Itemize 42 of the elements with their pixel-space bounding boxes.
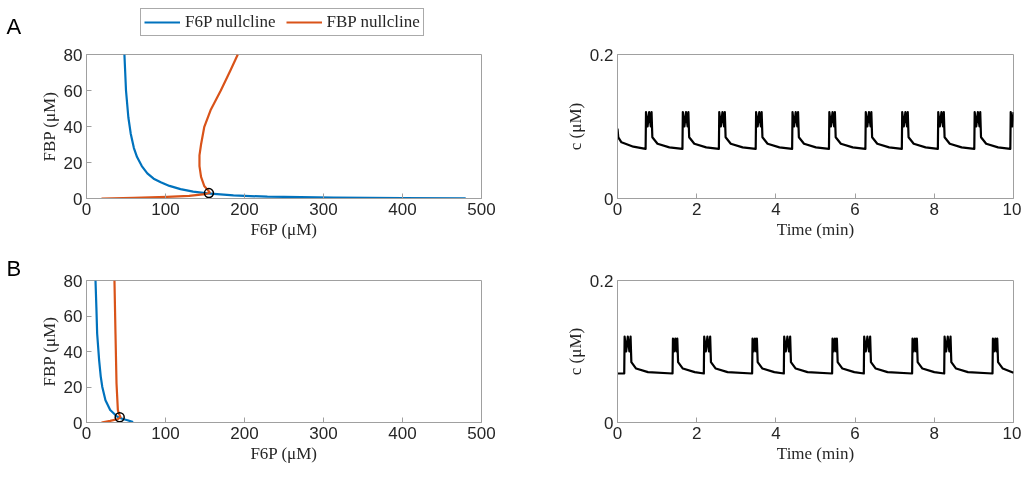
y-tick-label: 80 [63, 271, 83, 291]
x-tick-label: 4 [771, 199, 781, 219]
x-tick-label: 10 [1002, 423, 1021, 443]
y-tick-label: 0.2 [589, 45, 614, 65]
x-tick-label: 6 [850, 199, 860, 219]
x-tick-label: 8 [929, 423, 940, 443]
y-axis-title: c (μM) [565, 102, 585, 151]
x-tick-label: 400 [388, 423, 417, 443]
y-tick-label: 60 [63, 81, 83, 101]
y-tick-label: 0.2 [589, 271, 614, 291]
x-axis-title: F6P (μM) [250, 443, 317, 463]
y-tick-label: 60 [63, 307, 83, 326]
y-tick-label: 20 [63, 153, 83, 173]
x-tick-label: 300 [309, 423, 338, 443]
x-tick-label: 2 [691, 423, 702, 443]
y-tick-label: 40 [63, 117, 83, 137]
y-tick-label: 40 [63, 342, 83, 362]
x-tick-label: 4 [771, 423, 781, 443]
x-tick-label: 200 [230, 199, 259, 219]
legend-label: F6P nullcline [185, 12, 276, 32]
x-tick-label: 8 [929, 199, 940, 219]
x-tick-label: 10 [1002, 199, 1021, 219]
x-axis-title: Time (min) [776, 219, 855, 239]
x-axis-title: F6P (μM) [250, 219, 317, 239]
text: A [6, 13, 22, 39]
x-tick-label: 300 [309, 199, 338, 219]
x-tick-label: 6 [850, 423, 860, 443]
y-tick-label: 80 [63, 45, 83, 65]
y-axis-title: c (μM) [565, 327, 585, 376]
x-tick-label: 400 [388, 199, 417, 219]
x-axis-title: Time (min) [776, 443, 855, 463]
x-tick-label: 100 [151, 423, 180, 443]
y-axis-title: FBP (μM) [39, 317, 59, 387]
x-tick-label: 500 [467, 423, 496, 443]
y-tick-label: 20 [63, 378, 83, 397]
x-tick-label: 200 [230, 423, 259, 443]
x-tick-label: 100 [151, 199, 180, 219]
x-tick-label: 2 [691, 199, 702, 219]
y-axis-title: FBP (μM) [39, 92, 59, 162]
text: B [6, 255, 22, 281]
legend-label: FBP nullcline [326, 12, 420, 32]
x-tick-label: 500 [467, 199, 496, 219]
